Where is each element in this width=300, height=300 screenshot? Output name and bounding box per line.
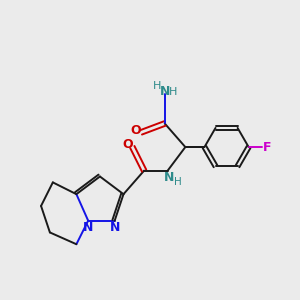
Text: H: H [173, 177, 181, 188]
Text: H: H [153, 81, 161, 91]
Text: F: F [262, 141, 271, 154]
Text: N: N [160, 85, 170, 98]
Text: H: H [169, 87, 177, 97]
Text: N: N [164, 171, 174, 184]
Text: O: O [130, 124, 141, 137]
Text: N: N [83, 220, 93, 234]
Text: O: O [123, 138, 133, 151]
Text: N: N [110, 220, 120, 234]
